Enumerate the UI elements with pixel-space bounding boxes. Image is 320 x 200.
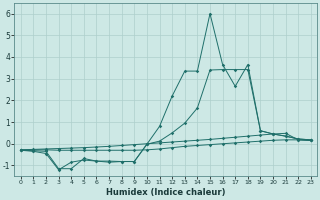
X-axis label: Humidex (Indice chaleur): Humidex (Indice chaleur) <box>106 188 226 197</box>
